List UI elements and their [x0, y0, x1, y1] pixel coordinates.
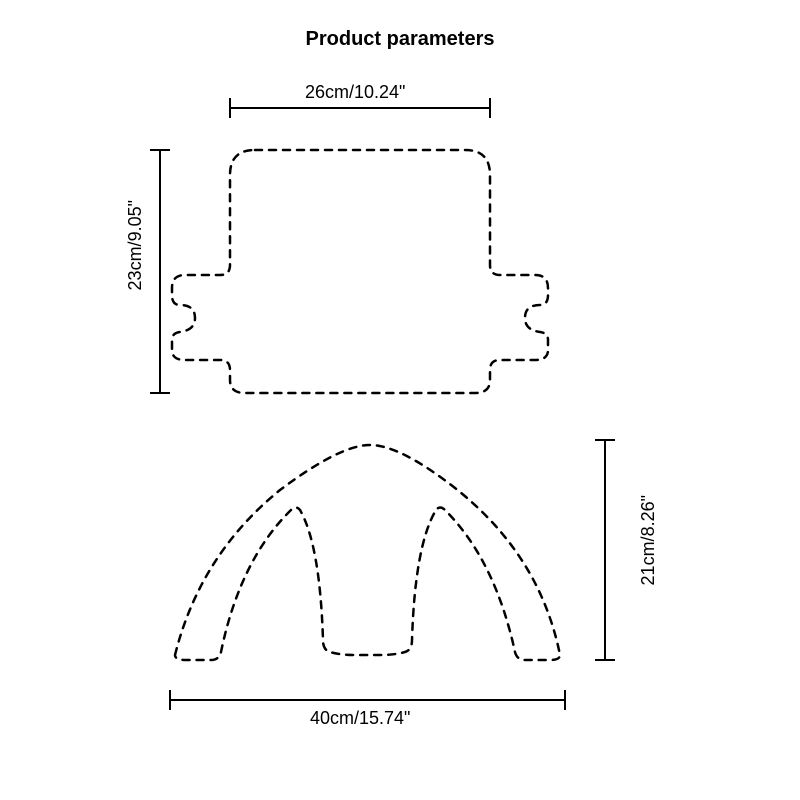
diagram-canvas: Product parameters [0, 0, 800, 800]
dim-bottom-width [170, 690, 565, 710]
dim-label-bottom: 40cm/15.74" [310, 708, 410, 729]
dim-label-top: 26cm/10.24" [305, 82, 405, 103]
seat-outline [172, 150, 548, 393]
dim-label-left: 23cm/9.05" [125, 200, 146, 290]
diagram-svg [0, 0, 800, 800]
dim-label-right: 21cm/8.26" [638, 495, 659, 585]
dim-left-height [150, 150, 170, 393]
dim-right-height [595, 440, 615, 660]
legs-outline [175, 445, 560, 660]
